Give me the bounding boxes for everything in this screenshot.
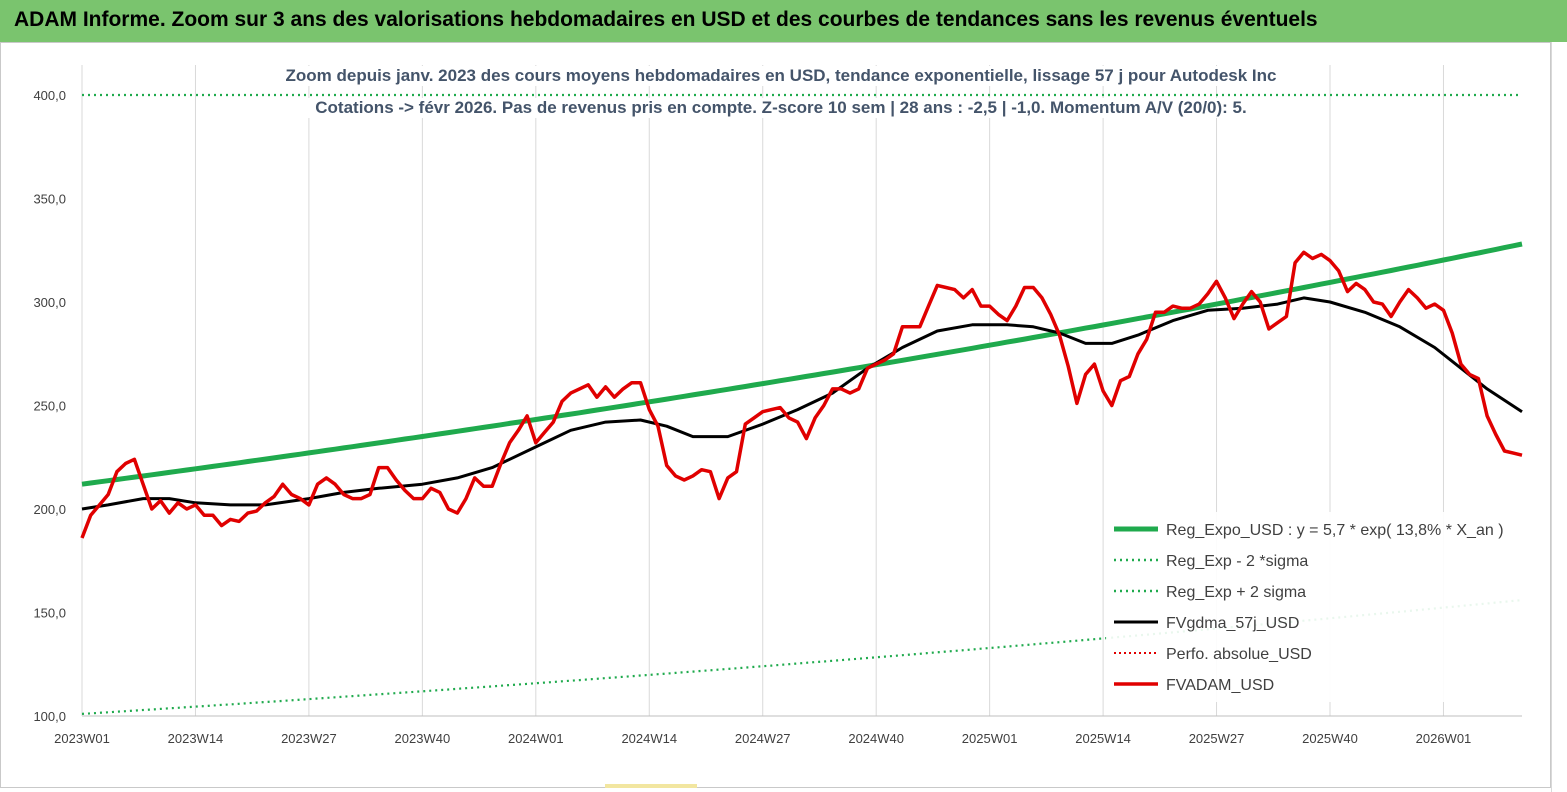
y-tick-label: 150,0: [33, 606, 66, 621]
y-tick-label: 300,0: [33, 295, 66, 310]
x-tick-label: 2023W01: [54, 731, 110, 746]
x-tick-label: 2023W14: [168, 731, 224, 746]
series-line-fvadam-usd: [80, 250, 1523, 539]
y-tick-label: 400,0: [33, 88, 66, 103]
legend-label: Reg_Expo_USD : y = 5,7 * exp( 13,8% * X_…: [1166, 522, 1504, 539]
legend-label: FVgdma_57j_USD: [1166, 615, 1299, 632]
series-line-fvgdma-57j-usd: [81, 296, 1523, 511]
legend-label: Perfo. absolue_USD: [1166, 646, 1312, 663]
x-tick-label: 2024W40: [848, 731, 904, 746]
x-tick-label: 2025W27: [1189, 731, 1245, 746]
series-line-reg-exp-minus-2-sigma: [81, 599, 1523, 715]
legend: Reg_Expo_USD : y = 5,7 * exp( 13,8% * X_…: [1106, 512, 1524, 702]
x-tick-label: 2023W27: [281, 731, 337, 746]
x-tick-label: 2024W27: [735, 731, 791, 746]
right-edge: [1551, 42, 1567, 792]
legend-background: [1106, 512, 1524, 702]
legend-label: Reg_Exp + 2 sigma: [1166, 584, 1306, 601]
legend-label: Reg_Exp - 2 *sigma: [1166, 553, 1308, 570]
y-tick-label: 100,0: [33, 709, 66, 724]
y-tick-label: 350,0: [33, 192, 66, 207]
x-tick-label: 2025W14: [1075, 731, 1131, 746]
header-banner: ADAM Informe. Zoom sur 3 ans des valoris…: [0, 0, 1567, 42]
y-tick-label: 250,0: [33, 399, 66, 414]
x-tick-label: 2024W01: [508, 731, 564, 746]
bottom-marker: [605, 784, 697, 788]
x-tick-label: 2025W40: [1302, 731, 1358, 746]
x-tick-label: 2023W40: [395, 731, 451, 746]
chart-subtitle: Cotations -> févr 2026. Pas de revenus p…: [270, 98, 1292, 118]
series-line-reg-expo-usd: [81, 241, 1523, 487]
y-tick-label: 200,0: [33, 502, 66, 517]
legend-label: FVADAM_USD: [1166, 677, 1274, 694]
page-title: ADAM Informe. Zoom sur 3 ans des valoris…: [14, 8, 1318, 31]
chart-title: Zoom depuis janv. 2023 des cours moyens …: [270, 66, 1292, 86]
x-tick-label: 2025W01: [962, 731, 1018, 746]
x-tick-label: 2024W14: [621, 731, 677, 746]
x-tick-label: 2026W01: [1416, 731, 1472, 746]
